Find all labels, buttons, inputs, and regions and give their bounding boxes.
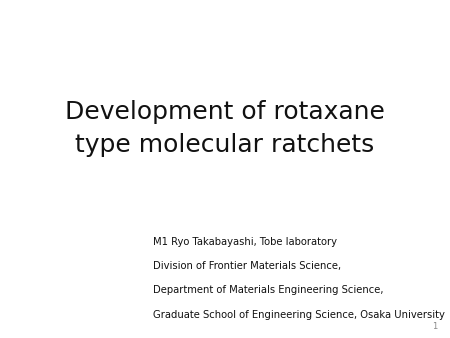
Text: Division of Frontier Materials Science,: Division of Frontier Materials Science, bbox=[153, 261, 341, 271]
Text: Development of rotaxane
type molecular ratchets: Development of rotaxane type molecular r… bbox=[65, 100, 385, 157]
Text: Department of Materials Engineering Science,: Department of Materials Engineering Scie… bbox=[153, 285, 383, 295]
Text: M1 Ryo Takabayashi, Tobe laboratory: M1 Ryo Takabayashi, Tobe laboratory bbox=[153, 237, 337, 247]
Text: Graduate School of Engineering Science, Osaka University: Graduate School of Engineering Science, … bbox=[153, 310, 445, 320]
Text: 1: 1 bbox=[432, 321, 437, 331]
